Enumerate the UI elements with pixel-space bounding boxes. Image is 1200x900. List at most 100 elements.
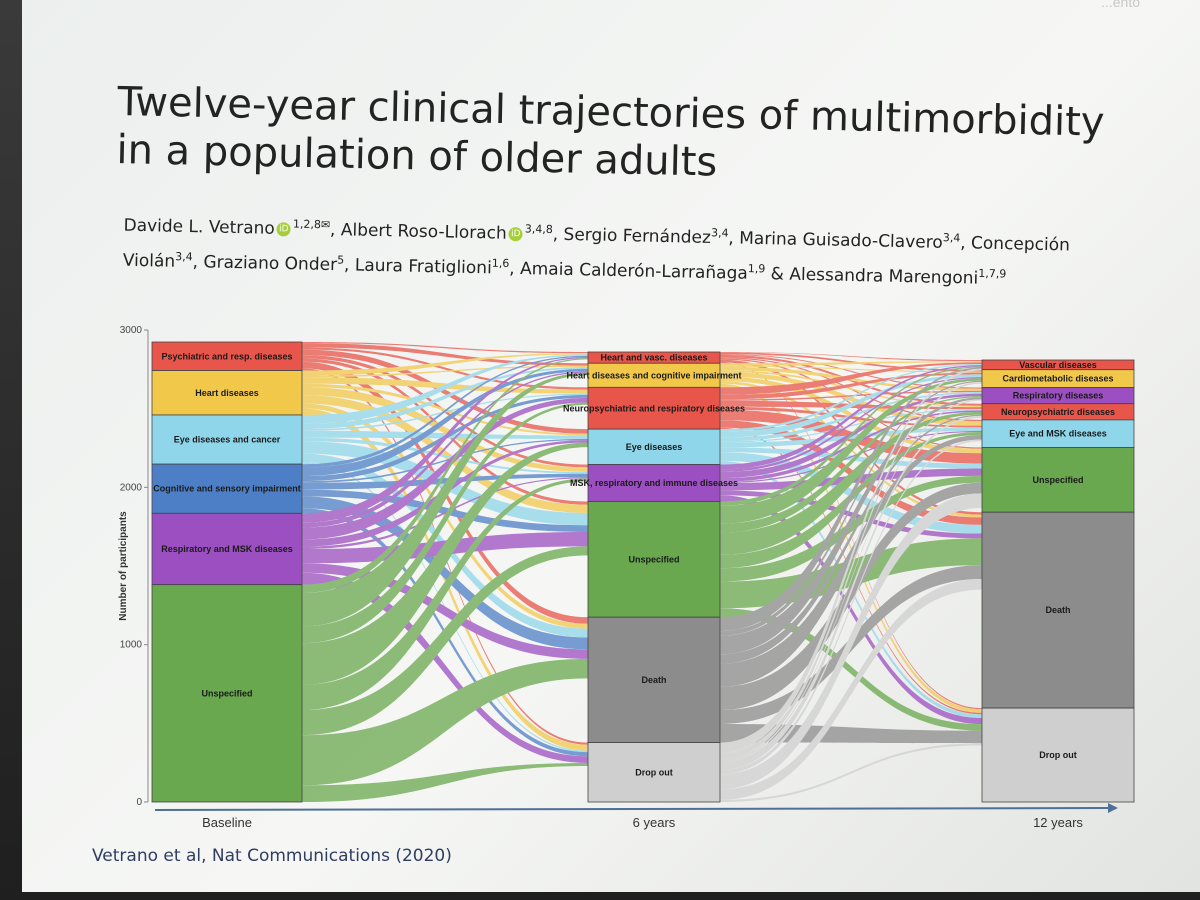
- flow-band: [302, 368, 588, 477]
- time-axis-label: 12 years: [1033, 815, 1083, 830]
- flow-band: [720, 495, 982, 725]
- flow-band: [720, 743, 982, 802]
- flow-band: [302, 366, 588, 430]
- sankey-node-label: Eye diseases and cancer: [174, 435, 281, 445]
- flow-band: [720, 361, 982, 366]
- flow-band: [302, 343, 588, 366]
- flow-band: [720, 352, 982, 362]
- sankey-node-label: MSK, respiratory and immune diseases: [570, 478, 738, 488]
- y-tick-label: 1000: [120, 640, 143, 651]
- sankey-node-label: Cognitive and sensory impairment: [153, 484, 301, 494]
- sankey-node-label: Vascular diseases: [1019, 360, 1097, 370]
- flow-band: [720, 363, 982, 432]
- flow-band: [302, 358, 588, 594]
- flow-band: [720, 414, 982, 664]
- flow-band: [302, 489, 588, 533]
- sankey-node: [151, 584, 303, 803]
- flow-band: [720, 427, 982, 448]
- sankey-node: [151, 512, 303, 586]
- flow-band: [720, 411, 982, 555]
- flow-band: [302, 397, 588, 540]
- flow-band: [720, 381, 982, 760]
- flow-band: [302, 658, 588, 786]
- sankey-node-label: Neuropsychiatric and respiratory disease…: [563, 403, 745, 413]
- flow-band: [720, 367, 982, 632]
- flow-band: [302, 496, 588, 650]
- sankey-node: [151, 414, 303, 465]
- flow-band: [720, 365, 982, 470]
- flow-band: [720, 380, 982, 636]
- flow-band: [302, 354, 588, 424]
- flow-band: [720, 482, 982, 711]
- sankey-node-label: Cardiometabolic diseases: [1002, 374, 1113, 384]
- sankey-node: [587, 386, 721, 430]
- flow-band: [720, 415, 982, 771]
- flow-band: [720, 372, 982, 400]
- flow-band: [720, 368, 982, 754]
- time-axis-label: 6 years: [633, 815, 676, 830]
- sankey-node-label: Death: [1045, 605, 1070, 615]
- y-tick-label: 2000: [120, 482, 143, 493]
- window-topbar-text: ...ento: [1101, 0, 1140, 10]
- sankey-node-label: Heart diseases: [195, 388, 259, 398]
- flow-band: [302, 395, 588, 513]
- flow-band: [720, 377, 982, 472]
- flow-band: [720, 608, 982, 731]
- flow-band: [302, 572, 588, 763]
- flow-band: [720, 374, 982, 438]
- flow-band: [302, 430, 588, 439]
- flow-band: [720, 352, 982, 372]
- flow-band: [720, 409, 982, 443]
- sankey-node: [981, 707, 1135, 803]
- flow-band: [302, 563, 588, 659]
- flow-band: [720, 378, 982, 524]
- sankey-node-label: Unspecified: [201, 688, 252, 698]
- sankey-node: [587, 501, 721, 618]
- time-axis-arrowhead: [1108, 803, 1118, 813]
- sankey-node-label: Neuropsychiatric diseases: [1001, 407, 1115, 417]
- flow-band: [302, 347, 588, 390]
- flow-band: [302, 371, 588, 528]
- flow-band: [720, 396, 982, 533]
- flow-band: [302, 546, 588, 736]
- flow-band: [302, 353, 588, 376]
- sankey-node-label: Heart diseases and cognitive impairment: [566, 370, 741, 380]
- flow-band: [302, 438, 588, 483]
- flow-band: [720, 579, 982, 800]
- flow-band: [720, 399, 982, 762]
- flow-band: [720, 397, 982, 655]
- flow-band: [302, 402, 588, 644]
- sankey-node-label: Psychiatric and resp. diseases: [161, 351, 292, 361]
- sankey-node: [587, 616, 721, 743]
- flow-band: [302, 356, 588, 523]
- sankey-node-label: Death: [641, 675, 666, 685]
- time-axis-line: [154, 807, 1109, 811]
- sankey-node-label: Eye and MSK diseases: [1009, 429, 1107, 439]
- sankey-node-label: Respiratory and MSK diseases: [161, 544, 293, 554]
- sankey-node-label: Drop out: [1039, 750, 1077, 760]
- sankey-node: [981, 419, 1135, 448]
- y-tick-label: 0: [136, 797, 142, 808]
- sankey-node-label: Unspecified: [628, 554, 679, 564]
- flow-band: [302, 473, 588, 490]
- flow-band: [302, 355, 588, 468]
- sankey-node-label: Unspecified: [1032, 475, 1083, 485]
- flow-band: [302, 477, 588, 549]
- sankey-node: [587, 362, 721, 388]
- sankey-node: [151, 463, 303, 514]
- flow-layer: [302, 342, 982, 802]
- flow-band: [302, 365, 588, 378]
- flow-band: [302, 762, 588, 802]
- flow-band: [720, 475, 982, 582]
- flow-band: [302, 437, 588, 474]
- sankey-node: [587, 428, 721, 465]
- flow-band: [720, 430, 982, 483]
- flow-band: [302, 383, 588, 436]
- flow-band: [720, 362, 982, 395]
- sankey-node-label: Drop out: [635, 767, 673, 777]
- flow-band: [720, 383, 982, 713]
- flow-band: [302, 387, 588, 472]
- flow-band: [720, 366, 982, 506]
- flow-band: [720, 390, 982, 401]
